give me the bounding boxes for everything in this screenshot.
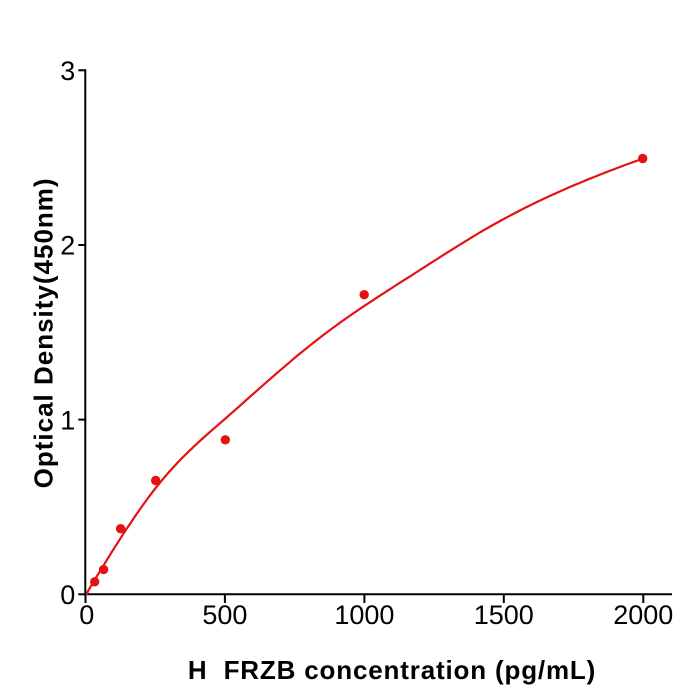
- svg-text:0: 0: [79, 600, 94, 630]
- svg-text:1500: 1500: [474, 600, 534, 630]
- svg-text:3: 3: [60, 56, 75, 86]
- svg-text:500: 500: [202, 600, 247, 630]
- svg-text:Optical Density(450nm): Optical Density(450nm): [28, 177, 58, 488]
- svg-text:2: 2: [60, 231, 75, 261]
- svg-text:H FRZB concentration (pg/mL): H FRZB concentration (pg/mL): [188, 655, 596, 685]
- svg-text:1000: 1000: [334, 600, 394, 630]
- svg-text:0: 0: [60, 580, 75, 610]
- svg-text:1: 1: [60, 405, 75, 435]
- svg-text:2000: 2000: [613, 600, 673, 630]
